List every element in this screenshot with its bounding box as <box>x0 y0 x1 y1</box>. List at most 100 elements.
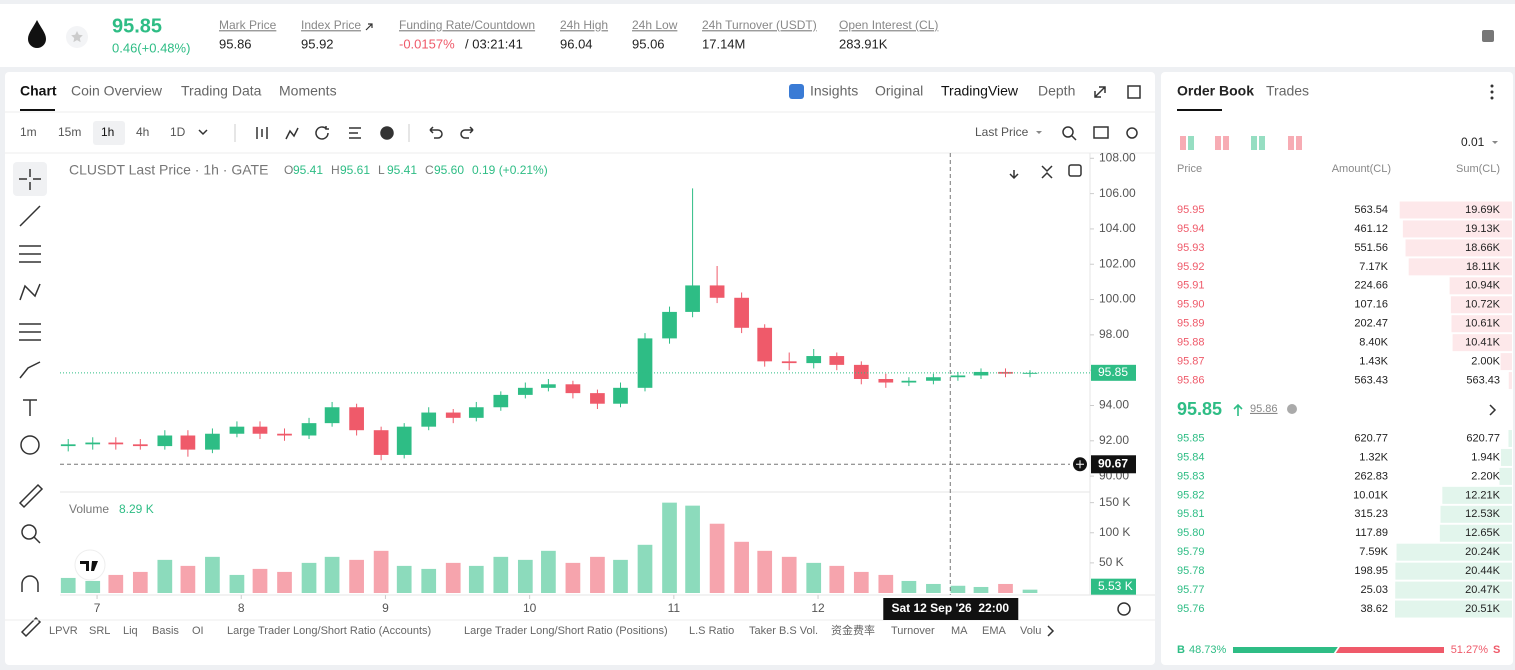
chart-tab[interactable]: Coin Overview <box>71 83 163 99</box>
depth-bar <box>1451 315 1512 333</box>
ob-sum: 20.24K <box>1465 546 1501 558</box>
candle-body <box>781 361 797 364</box>
chart-tab[interactable]: Trading Data <box>181 83 262 99</box>
ob-mark-price: 95.86 <box>1250 403 1278 415</box>
volume-bar <box>277 571 292 593</box>
candle-body <box>926 377 941 381</box>
indicator[interactable]: Liq <box>123 625 138 637</box>
ob-tab[interactable]: Trades <box>1266 83 1309 99</box>
interval[interactable]: 15m <box>58 125 81 139</box>
ob-view-icon <box>1259 136 1265 150</box>
ob-amount: 7.17K <box>1359 261 1388 273</box>
drawing-tools[interactable] <box>18 169 44 638</box>
volume-bar <box>662 502 677 593</box>
ob-amount: 620.77 <box>1354 432 1388 444</box>
ob-amount: 1.43K <box>1359 356 1388 368</box>
indicator[interactable]: 资金费率 <box>831 623 875 637</box>
indicator[interactable]: L.S Ratio <box>689 625 734 637</box>
ob-amount: 461.12 <box>1354 223 1388 235</box>
volume-bar <box>734 541 749 593</box>
interval-selected-bg <box>93 121 125 145</box>
indicator[interactable]: OI <box>192 625 204 637</box>
ob-sum: 12.21K <box>1465 489 1501 501</box>
y-tick-label: 98.00 <box>1099 327 1129 341</box>
volume-bar <box>541 550 556 593</box>
ob-price: 95.78 <box>1177 565 1205 577</box>
ob-price: 95.85 <box>1177 432 1205 444</box>
ob-price: 95.83 <box>1177 470 1205 482</box>
ob-sum: 10.72K <box>1465 299 1501 311</box>
interval[interactable]: 1D <box>170 125 186 139</box>
ob-view-icon[interactable] <box>1288 136 1294 150</box>
interval[interactable]: 1m <box>20 125 37 139</box>
stat-value: 95.86 <box>219 36 252 51</box>
interval[interactable]: 4h <box>136 125 149 139</box>
y-tick-label: 106.00 <box>1099 186 1136 200</box>
ob-price: 95.76 <box>1177 603 1205 615</box>
candle-body <box>709 285 725 298</box>
ob-price: 95.79 <box>1177 546 1205 558</box>
candle-body <box>590 393 605 404</box>
indicator[interactable]: EMA <box>982 625 1007 637</box>
toolbar-icons[interactable] <box>198 84 1497 637</box>
ob-view-icon <box>1296 136 1302 150</box>
view-tab[interactable]: Depth <box>1038 83 1075 99</box>
ob-view-icon[interactable] <box>1251 136 1257 150</box>
candle-body <box>685 285 700 312</box>
candle-body <box>324 407 340 424</box>
ob-amount: 107.16 <box>1354 299 1388 311</box>
ob-view-icon[interactable] <box>1215 136 1221 150</box>
candle-body <box>901 380 917 383</box>
indicator[interactable]: Turnover <box>891 625 935 637</box>
ob-price: 95.89 <box>1177 318 1205 330</box>
indicator[interactable]: SRL <box>89 625 110 637</box>
ob-price: 95.84 <box>1177 451 1205 463</box>
indicator[interactable]: Taker B.S Vol. <box>749 625 818 637</box>
stat-label: Mark Price <box>219 18 277 32</box>
candle-body <box>373 430 389 455</box>
ob-price: 95.94 <box>1177 223 1205 235</box>
indicator[interactable]: Volu <box>1020 625 1041 637</box>
view-tab[interactable]: Original <box>875 83 923 99</box>
candle-body <box>132 444 148 447</box>
legend-value: 95.61 <box>340 163 370 177</box>
candle-body <box>973 371 989 376</box>
depth-bar <box>1442 486 1512 504</box>
indicator[interactable]: Large Trader Long/Short Ratio (Positions… <box>464 625 668 637</box>
indicator[interactable]: LPVR <box>49 625 78 637</box>
view-tab[interactable]: Insights <box>810 83 858 99</box>
volume-bar <box>806 562 822 593</box>
ob-tick[interactable]: 0.01 <box>1461 135 1485 149</box>
chart-tab[interactable]: Moments <box>279 83 337 99</box>
x-tick-label: 10 <box>523 601 537 615</box>
candle-body <box>349 407 364 431</box>
indicator[interactable]: Basis <box>152 625 179 637</box>
view-tab[interactable]: TradingView <box>941 83 1019 99</box>
ob-view-icon[interactable] <box>1180 136 1186 150</box>
depth-bar <box>1439 524 1512 542</box>
ob-tab[interactable]: Order Book <box>1177 83 1254 99</box>
interval[interactable]: 1h <box>101 125 114 139</box>
indicator[interactable]: Large Trader Long/Short Ratio (Accounts) <box>227 625 431 637</box>
indicator[interactable]: MA <box>951 625 968 637</box>
ob-price: 95.87 <box>1177 356 1205 368</box>
depth-bar <box>1450 296 1512 314</box>
depth-bar <box>1440 505 1512 523</box>
stat-label: Funding Rate/Countdown <box>399 18 535 32</box>
volume-bar <box>180 565 196 593</box>
candle-body <box>108 442 124 445</box>
volume-bar <box>757 550 773 593</box>
ob-sum: 18.66K <box>1465 242 1501 254</box>
crosshair-add-plus <box>1076 460 1084 469</box>
ob-amount: 1.32K <box>1359 451 1388 463</box>
volume-bar <box>685 505 700 593</box>
up-arrow <box>1233 403 1243 416</box>
candle-body <box>229 426 245 434</box>
layout-icon[interactable] <box>1482 30 1494 42</box>
candle-body <box>205 433 220 450</box>
volume-bar <box>60 577 76 593</box>
volume-bar <box>565 562 581 593</box>
chart-tab[interactable]: Chart <box>20 83 57 99</box>
price-type[interactable]: Last Price <box>975 125 1029 139</box>
volume-bar <box>132 571 148 593</box>
